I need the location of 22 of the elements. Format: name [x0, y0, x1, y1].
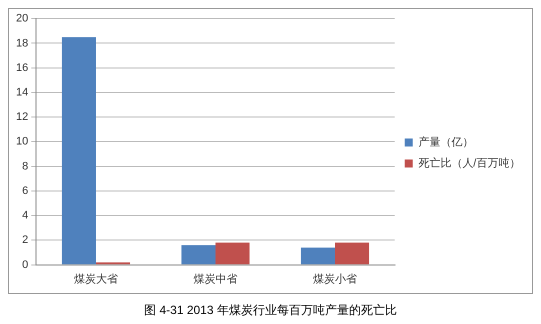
x-tick-label: 煤炭中省 [193, 272, 238, 286]
y-tick-label: 16 [16, 62, 28, 74]
y-tick-label: 14 [16, 86, 28, 98]
y-tick-label: 8 [22, 160, 28, 172]
y-tick-label: 0 [22, 258, 28, 271]
y-tick-label: 6 [22, 184, 28, 197]
y-tick-label: 10 [16, 136, 28, 148]
x-tick-label: 煤炭大省 [74, 272, 118, 286]
text: 图 4-31 2013 年煤炭行业每百万吨产量的死亡比 [143, 302, 398, 319]
bar [215, 242, 250, 264]
bar [335, 242, 370, 264]
bar [300, 248, 335, 264]
y-tick-label: 4 [22, 210, 28, 222]
y-tick-label: 20 [16, 12, 28, 25]
y-tick-label: 12 [16, 111, 28, 124]
y-tick-label: 2 [22, 234, 28, 246]
x-tick-label: 煤炭小省 [313, 272, 357, 286]
legend-label: 死亡比（人/百万吨） [418, 156, 520, 170]
y-tick-label: 18 [16, 37, 28, 50]
legend-label: 产量（亿） [418, 136, 474, 149]
bar [181, 245, 216, 264]
bar [62, 37, 96, 264]
